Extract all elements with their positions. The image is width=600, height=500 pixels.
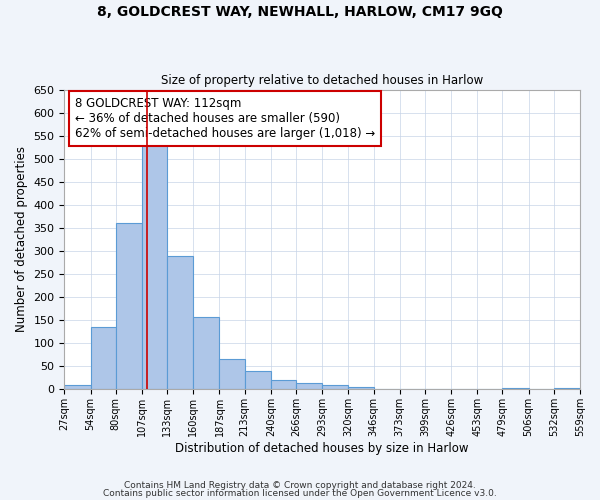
Bar: [91, 327, 116, 390]
Text: 8 GOLDCREST WAY: 112sqm
← 36% of detached houses are smaller (590)
62% of semi-d: 8 GOLDCREST WAY: 112sqm ← 36% of detache…: [75, 97, 375, 140]
Bar: [322, 385, 349, 390]
Bar: [116, 224, 142, 390]
X-axis label: Distribution of detached houses by size in Harlow: Distribution of detached houses by size …: [175, 442, 469, 455]
Text: Contains public sector information licensed under the Open Government Licence v3: Contains public sector information licen…: [103, 488, 497, 498]
Bar: [554, 388, 580, 390]
Bar: [220, 360, 245, 390]
Y-axis label: Number of detached properties: Number of detached properties: [15, 146, 28, 332]
Bar: [374, 388, 400, 390]
Bar: [64, 385, 91, 390]
Bar: [193, 316, 220, 390]
Bar: [245, 371, 271, 390]
Bar: [271, 380, 296, 390]
Bar: [502, 388, 529, 390]
Title: Size of property relative to detached houses in Harlow: Size of property relative to detached ho…: [161, 74, 484, 87]
Bar: [142, 140, 167, 390]
Bar: [296, 382, 322, 390]
Text: 8, GOLDCREST WAY, NEWHALL, HARLOW, CM17 9GQ: 8, GOLDCREST WAY, NEWHALL, HARLOW, CM17 …: [97, 5, 503, 19]
Bar: [167, 256, 193, 390]
Bar: [349, 387, 374, 390]
Text: Contains HM Land Registry data © Crown copyright and database right 2024.: Contains HM Land Registry data © Crown c…: [124, 481, 476, 490]
